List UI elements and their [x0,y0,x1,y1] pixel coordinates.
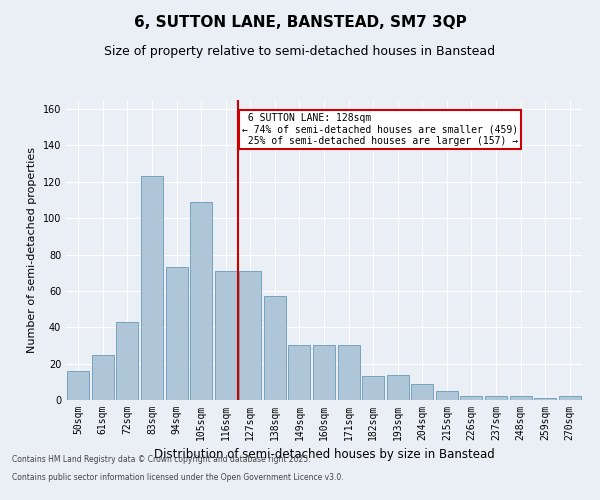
Bar [67,371,89,400]
Bar [534,398,556,400]
X-axis label: Distribution of semi-detached houses by size in Banstead: Distribution of semi-detached houses by … [154,448,494,462]
Bar [509,396,532,400]
Bar [386,374,409,400]
Bar [190,202,212,400]
Bar [166,268,188,400]
Bar [92,354,114,400]
Y-axis label: Number of semi-detached properties: Number of semi-detached properties [27,147,37,353]
Text: 6, SUTTON LANE, BANSTEAD, SM7 3QP: 6, SUTTON LANE, BANSTEAD, SM7 3QP [134,15,466,30]
Bar [215,271,237,400]
Text: 6 SUTTON LANE: 128sqm
← 74% of semi-detached houses are smaller (459)
 25% of se: 6 SUTTON LANE: 128sqm ← 74% of semi-deta… [242,112,518,146]
Bar [239,271,262,400]
Text: Size of property relative to semi-detached houses in Banstead: Size of property relative to semi-detach… [104,45,496,58]
Bar [313,346,335,400]
Text: Contains HM Land Registry data © Crown copyright and database right 2025.: Contains HM Land Registry data © Crown c… [12,455,311,464]
Bar [411,384,433,400]
Bar [559,396,581,400]
Text: Contains public sector information licensed under the Open Government Licence v3: Contains public sector information licen… [12,472,344,482]
Bar [289,346,310,400]
Bar [485,396,507,400]
Bar [362,376,384,400]
Bar [141,176,163,400]
Bar [116,322,139,400]
Bar [460,396,482,400]
Bar [338,346,359,400]
Bar [436,391,458,400]
Bar [264,296,286,400]
